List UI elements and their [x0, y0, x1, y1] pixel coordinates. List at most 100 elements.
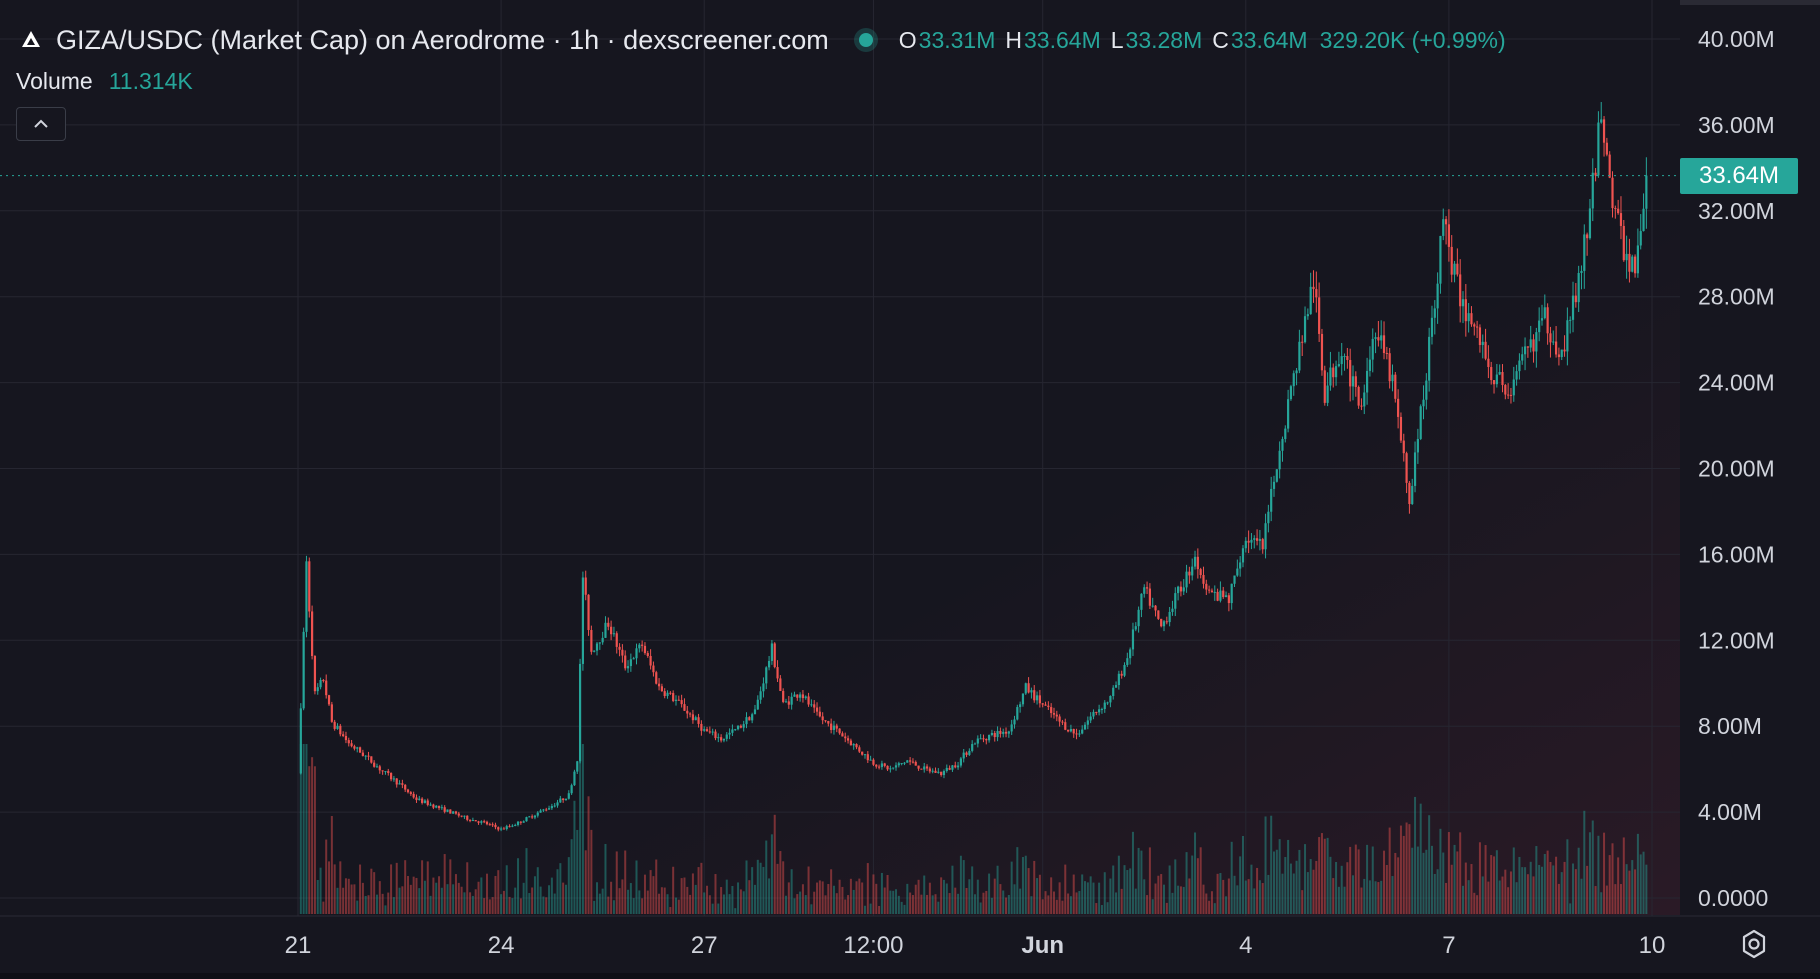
ohlc-readout: O33.31M H33.64M L33.28M C33.64M 329.20K … [899, 27, 1506, 54]
volume-bar [1600, 892, 1603, 914]
candle-body [722, 738, 726, 741]
candle-body [753, 709, 757, 715]
time-axis[interactable]: 21 24 27 12:00 Jun 4 7 10 [285, 932, 1666, 959]
candle-body [883, 763, 886, 766]
candle-body [581, 577, 585, 664]
volume-bar [1024, 855, 1027, 914]
gear-icon[interactable] [1738, 928, 1770, 960]
candle-body [1594, 172, 1597, 176]
volume-bar [1574, 869, 1577, 914]
candle-body [657, 683, 661, 687]
volume-bar [542, 896, 545, 914]
volume-bar [906, 883, 909, 914]
candle-body [395, 778, 398, 785]
candle-body [717, 737, 720, 739]
candle-body [528, 816, 531, 818]
candle-body [894, 765, 898, 768]
volume-bar [1329, 856, 1332, 914]
volume-bar [641, 898, 644, 914]
volume-bar [412, 876, 415, 914]
volume-bar [810, 904, 813, 914]
volume-bar [849, 878, 852, 914]
volume-bar [480, 877, 483, 914]
volume-bar [584, 850, 587, 914]
candle-body [564, 798, 568, 801]
candle-body [962, 752, 965, 759]
volume-bar [787, 882, 790, 914]
candle-body [742, 724, 745, 728]
volume-bar [373, 872, 376, 914]
candle-body [1050, 707, 1053, 714]
volume-bar [454, 874, 457, 914]
candle-body [1602, 119, 1606, 143]
volume-bar [1095, 903, 1098, 914]
candle-body [1239, 562, 1242, 569]
collapse-legend-button[interactable] [16, 107, 66, 141]
candle-body [1270, 488, 1273, 512]
candle-body [1354, 376, 1357, 387]
candle-body [776, 667, 779, 679]
volume-bar [1625, 864, 1628, 914]
volume-bar [556, 869, 559, 914]
candle-body [844, 736, 847, 739]
candle-body [1168, 611, 1171, 623]
volume-bar [985, 890, 988, 914]
candle-body [384, 771, 387, 773]
candle-body [477, 821, 480, 823]
candle-body [1560, 349, 1563, 358]
candle-body [708, 731, 711, 733]
candle-body [1244, 540, 1247, 549]
volume-bar [1120, 888, 1123, 914]
volume-bar [367, 895, 370, 914]
volume-bar [356, 900, 359, 914]
volume-bar [1196, 858, 1199, 914]
volume-bar [1569, 903, 1572, 914]
candle-body [700, 723, 703, 731]
volume-bar [545, 897, 548, 914]
volume-bar [500, 894, 503, 914]
candle-body [1233, 575, 1236, 584]
volume-bar [928, 882, 931, 914]
volume-bar [971, 866, 974, 914]
candle-body [389, 773, 393, 780]
candle-body [1205, 583, 1208, 590]
volume-bar [1208, 900, 1211, 914]
volume-bar [1462, 885, 1465, 914]
candle-body [1492, 380, 1496, 385]
volume-value: 11.314K [108, 68, 193, 94]
candle-body [1518, 360, 1521, 372]
price-axis[interactable]: 40.00M 36.00M 32.00M 28.00M 24.00M 20.00M 16.0… [1698, 26, 1775, 911]
volume-bar [384, 905, 387, 914]
candle-body [1507, 394, 1510, 396]
candle-body [1532, 339, 1535, 352]
volume-bar [674, 897, 677, 914]
candle-body [593, 650, 596, 652]
candle-body [965, 752, 968, 755]
volume-bar [491, 897, 494, 914]
candle-body [1574, 295, 1577, 303]
candle-body [900, 763, 903, 765]
candle-body [1160, 618, 1163, 627]
candle-body [931, 770, 934, 772]
candle-body [590, 630, 593, 652]
candle-body [1210, 590, 1214, 593]
volume-bar [1157, 875, 1160, 914]
candle-body [1569, 319, 1572, 321]
candle-body [392, 778, 396, 780]
volume-bar [629, 883, 632, 914]
candle-body [1044, 704, 1047, 706]
volume-bar [1436, 869, 1439, 914]
candle-body [1633, 256, 1637, 274]
volume-bar [1383, 850, 1386, 914]
volume-bar [931, 895, 934, 914]
volume-bar [1210, 891, 1213, 914]
volume-bar [624, 850, 627, 914]
volume-bar [635, 860, 638, 914]
candle-body [1580, 270, 1583, 274]
candle-body [539, 810, 542, 813]
volume-bar [1002, 890, 1005, 914]
candle-body [734, 729, 737, 731]
volume-bar [1532, 876, 1535, 914]
candle-body [1566, 320, 1569, 352]
